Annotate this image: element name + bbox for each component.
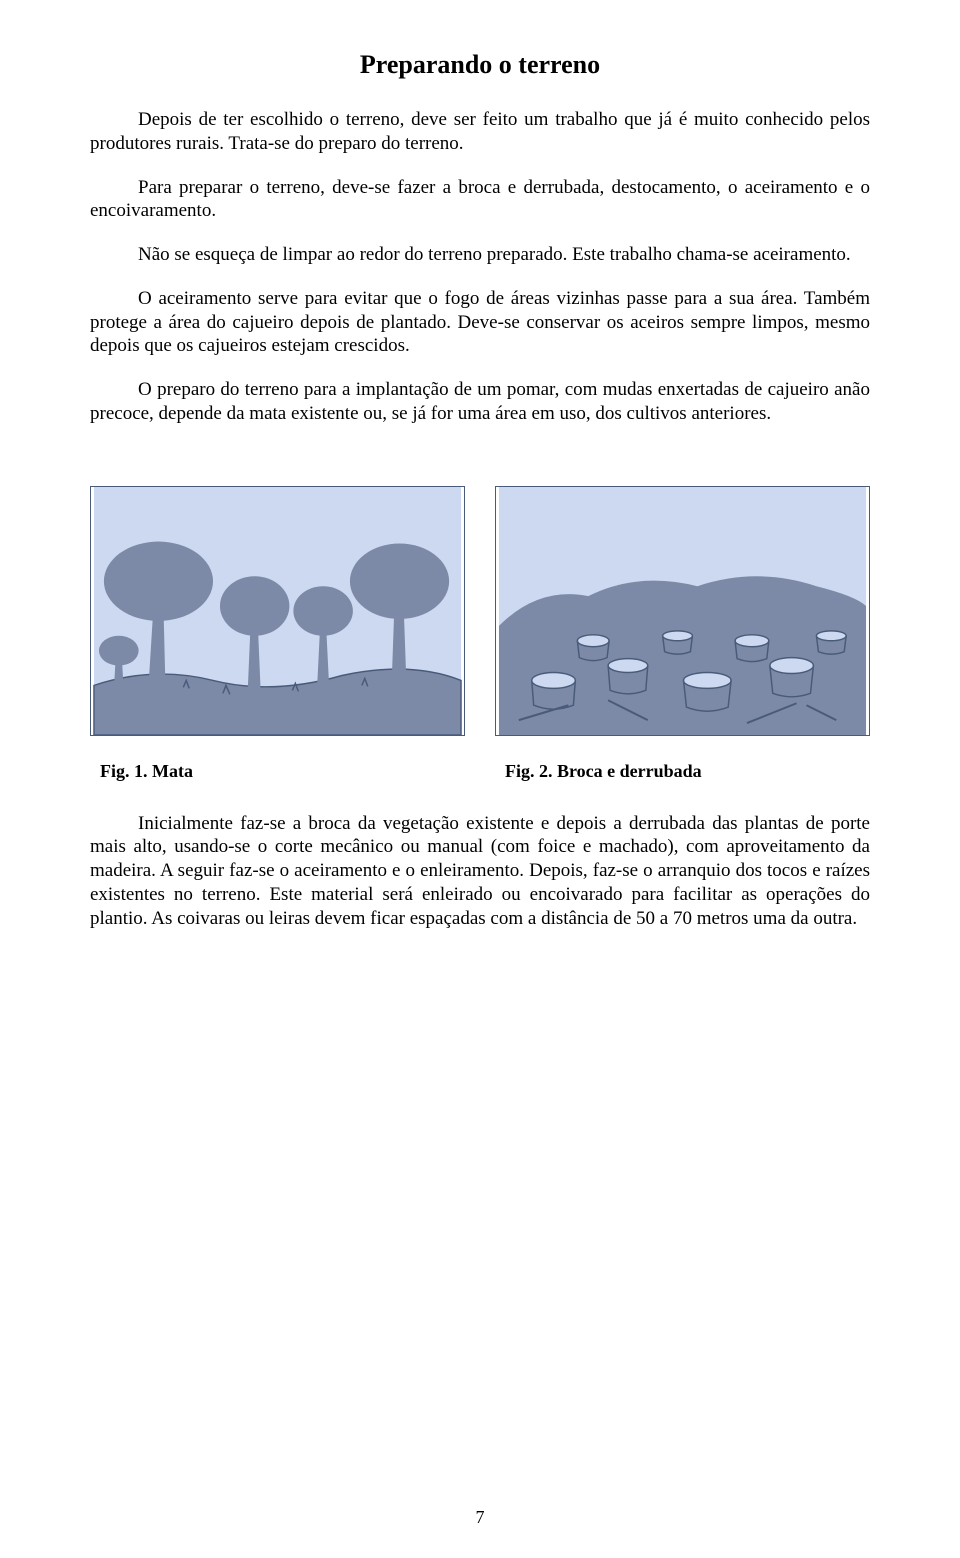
paragraph-6: Inicialmente faz-se a broca da vegetação… (90, 812, 870, 931)
figures-row: Fig. 1. Mata (90, 486, 870, 782)
paragraph-5: O preparo do terreno para a implantação … (90, 378, 870, 426)
document-page: Preparando o terreno Depois de ter escol… (0, 0, 960, 1558)
paragraph-4: O aceiramento serve para evitar que o fo… (90, 287, 870, 358)
paragraph-2: Para preparar o terreno, deve-se fazer a… (90, 176, 870, 224)
figure-1: Fig. 1. Mata (90, 486, 465, 782)
figure-2: Fig. 2. Broca e derrubada (495, 486, 870, 782)
paragraph-1: Depois de ter escolhido o terreno, deve … (90, 108, 870, 156)
figure-1-caption: Fig. 1. Mata (100, 761, 465, 782)
paragraph-3: Não se esqueça de limpar ao redor do ter… (90, 243, 870, 267)
page-title: Preparando o terreno (90, 50, 870, 80)
cleared-land-illustration-icon (495, 486, 870, 736)
forest-illustration-icon (90, 486, 465, 736)
figure-2-caption: Fig. 2. Broca e derrubada (505, 761, 870, 782)
page-number: 7 (0, 1507, 960, 1528)
